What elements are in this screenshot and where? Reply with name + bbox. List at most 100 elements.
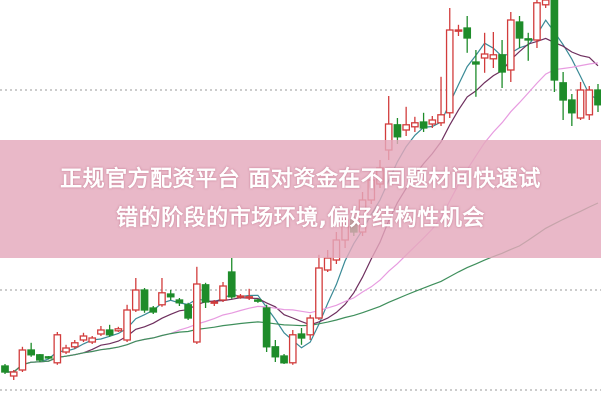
candle-8	[70, 340, 79, 349]
candle-body	[70, 342, 79, 348]
candle-15	[131, 278, 140, 312]
candle-51	[445, 8, 454, 118]
candle-11	[97, 326, 105, 336]
candle-body	[97, 329, 105, 335]
candle-5	[44, 356, 53, 360]
candle-47	[411, 116, 419, 132]
candle-60	[524, 32, 533, 61]
candle-63	[550, 0, 559, 92]
candle-body	[210, 301, 219, 304]
candle-26	[227, 258, 236, 299]
candle-body	[445, 29, 454, 114]
candle-53	[463, 16, 472, 53]
candle-body	[149, 307, 158, 313]
candle-body	[53, 334, 62, 364]
candle-body	[594, 89, 601, 106]
candle-10	[88, 336, 97, 344]
candle-body	[201, 284, 210, 303]
candle-body	[184, 304, 192, 319]
ma5-line	[5, 19, 599, 373]
candle-62	[541, 0, 550, 8]
candle-16	[140, 288, 149, 313]
candle-64	[559, 72, 567, 120]
candle-28	[245, 288, 254, 300]
candle-body	[489, 54, 498, 60]
candle-0	[1, 364, 9, 374]
candle-body	[297, 333, 306, 339]
candle-body	[131, 289, 140, 311]
candle-body	[515, 21, 524, 39]
candle-22	[193, 266, 201, 344]
candle-23	[201, 282, 210, 308]
candle-52	[454, 24, 463, 36]
candle-21	[184, 302, 192, 320]
banner-line-1: 正规官方配资平台 面对资金在不同题材间快速试	[60, 167, 541, 192]
candle-body	[105, 329, 114, 336]
candle-body	[419, 121, 428, 129]
candle-46	[402, 106, 410, 136]
candle-body	[559, 82, 567, 101]
candle-body	[236, 295, 245, 298]
candle-3	[27, 342, 36, 357]
candle-body	[193, 283, 201, 343]
candle-body	[79, 335, 88, 341]
candle-49	[428, 116, 437, 128]
candle-33	[288, 330, 297, 365]
candle-56	[489, 32, 498, 68]
candle-body	[567, 99, 576, 114]
candle-54	[472, 50, 480, 97]
candle-body	[88, 337, 97, 343]
candle-50	[437, 76, 445, 126]
candle-9	[79, 332, 88, 342]
candle-body	[524, 38, 533, 41]
candle-61	[533, 0, 541, 48]
candle-body	[480, 53, 489, 59]
candle-body	[62, 347, 70, 353]
candle-1	[9, 370, 18, 380]
candle-body	[227, 271, 236, 298]
candle-19	[166, 290, 175, 300]
candle-body	[27, 349, 36, 356]
candle-body	[576, 89, 585, 119]
candle-body	[472, 61, 480, 65]
candle-body	[454, 29, 463, 32]
candle-body	[463, 27, 472, 39]
candle-body	[411, 122, 419, 128]
candle-body	[175, 299, 184, 304]
candle-6	[53, 332, 62, 365]
candle-body	[428, 119, 437, 125]
candle-body	[123, 309, 131, 341]
candle-7	[62, 344, 70, 354]
candle-2	[18, 346, 27, 372]
candle-18	[158, 278, 166, 307]
candle-body	[271, 346, 280, 358]
candle-66	[576, 82, 585, 120]
candle-body	[140, 289, 149, 311]
candle-29	[254, 298, 262, 303]
candle-body	[254, 299, 262, 302]
candle-55	[480, 32, 489, 73]
candle-body	[1, 365, 9, 373]
candle-body	[9, 371, 18, 377]
candle-67	[585, 86, 594, 120]
candle-body	[402, 124, 410, 131]
candle-body	[219, 285, 227, 301]
candle-68	[594, 84, 601, 112]
candle-24	[210, 300, 219, 306]
candle-4	[36, 354, 44, 362]
candle-36	[315, 254, 323, 320]
candle-body	[533, 2, 541, 41]
candle-body	[18, 349, 27, 371]
candle-48	[419, 112, 428, 132]
title-banner: 正规官方配资平台 面对资金在不同题材间快速试 错的阶段的市场环境,偏好结构性机会	[0, 140, 601, 258]
candle-body	[393, 124, 402, 138]
candle-27	[236, 294, 245, 299]
candle-body	[288, 334, 297, 364]
candle-32	[280, 354, 288, 364]
candle-31	[271, 340, 280, 362]
candle-body	[306, 317, 315, 336]
candle-body	[262, 307, 271, 348]
candle-body	[541, 0, 550, 6]
candle-body	[114, 328, 123, 332]
